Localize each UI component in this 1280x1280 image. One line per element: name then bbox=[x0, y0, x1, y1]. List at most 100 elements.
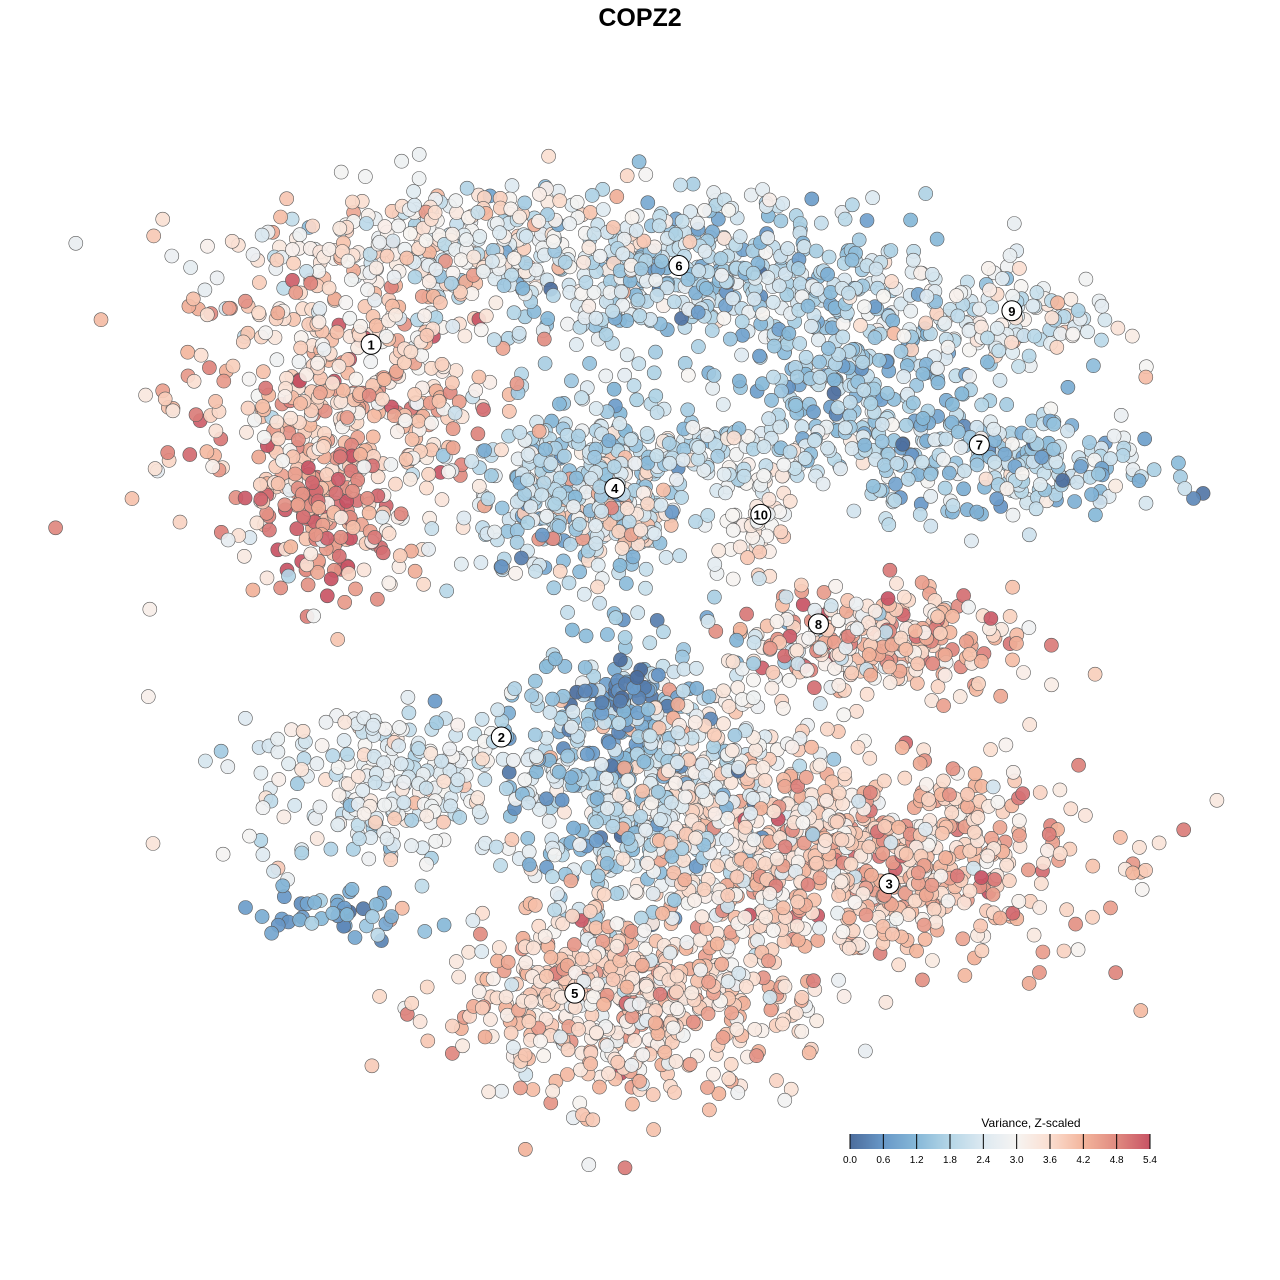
data-point bbox=[255, 399, 270, 414]
data-point bbox=[441, 464, 456, 480]
data-point bbox=[359, 216, 374, 231]
data-point bbox=[400, 689, 416, 705]
data-point bbox=[617, 630, 633, 645]
data-point bbox=[721, 202, 737, 218]
data-point bbox=[350, 769, 366, 784]
data-point bbox=[980, 848, 996, 864]
data-point bbox=[667, 1085, 682, 1100]
data-point bbox=[949, 868, 965, 884]
data-point bbox=[648, 344, 663, 360]
data-point bbox=[898, 417, 914, 433]
data-point bbox=[1044, 310, 1060, 326]
data-point bbox=[360, 282, 375, 298]
data-point bbox=[633, 522, 649, 538]
data-point bbox=[831, 972, 846, 988]
data-point bbox=[858, 907, 874, 923]
data-point bbox=[182, 447, 198, 462]
data-point bbox=[766, 369, 781, 385]
data-point bbox=[500, 954, 516, 970]
data-point bbox=[1040, 843, 1055, 858]
data-point bbox=[841, 940, 857, 956]
data-point bbox=[370, 591, 385, 607]
data-point bbox=[266, 863, 281, 879]
data-point bbox=[365, 429, 381, 445]
data-point bbox=[889, 911, 904, 927]
data-point bbox=[527, 727, 543, 743]
data-point bbox=[337, 594, 353, 610]
data-point bbox=[837, 766, 853, 782]
data-point bbox=[473, 322, 489, 338]
data-point bbox=[858, 1043, 873, 1059]
data-point bbox=[992, 910, 1008, 926]
data-point bbox=[490, 702, 506, 718]
data-point bbox=[633, 809, 648, 824]
data-point bbox=[936, 452, 951, 467]
data-point bbox=[254, 227, 270, 243]
data-point bbox=[1067, 494, 1082, 509]
data-point bbox=[520, 447, 536, 462]
data-point bbox=[581, 298, 597, 314]
data-point bbox=[198, 753, 213, 769]
data-point bbox=[722, 331, 738, 347]
data-point bbox=[706, 368, 722, 383]
data-point bbox=[763, 1002, 779, 1018]
data-point bbox=[910, 656, 926, 672]
data-point bbox=[718, 485, 733, 501]
data-point bbox=[914, 575, 930, 590]
data-point bbox=[536, 475, 552, 491]
data-point bbox=[560, 1042, 576, 1058]
data-point bbox=[496, 278, 512, 293]
data-point bbox=[994, 271, 1010, 286]
data-point bbox=[752, 348, 767, 364]
data-point bbox=[936, 773, 951, 789]
data-point bbox=[445, 440, 461, 456]
data-point bbox=[290, 776, 305, 792]
data-point bbox=[930, 375, 946, 391]
data-point bbox=[736, 468, 752, 484]
data-point bbox=[304, 475, 320, 491]
data-point bbox=[330, 471, 346, 487]
data-point bbox=[1012, 828, 1027, 843]
data-point bbox=[896, 369, 912, 385]
data-point bbox=[798, 770, 814, 785]
data-point bbox=[366, 408, 382, 424]
data-point bbox=[445, 1018, 460, 1034]
data-point bbox=[675, 452, 691, 468]
data-point bbox=[730, 1085, 746, 1100]
data-point bbox=[1085, 909, 1100, 925]
data-point bbox=[667, 892, 682, 908]
data-point bbox=[807, 433, 822, 448]
data-point bbox=[456, 510, 472, 526]
data-point bbox=[287, 466, 303, 482]
data-point bbox=[292, 912, 308, 928]
data-point bbox=[674, 213, 690, 229]
data-point bbox=[291, 354, 307, 370]
data-point bbox=[799, 662, 815, 678]
data-point bbox=[878, 994, 894, 1010]
data-point bbox=[367, 530, 383, 545]
data-point bbox=[569, 337, 584, 352]
data-point bbox=[777, 979, 793, 994]
data-point bbox=[650, 784, 666, 800]
data-point bbox=[1052, 782, 1068, 798]
data-point bbox=[358, 169, 373, 184]
data-point bbox=[1021, 862, 1036, 878]
data-point bbox=[690, 305, 706, 320]
data-point bbox=[165, 403, 181, 419]
data-point bbox=[831, 677, 847, 693]
data-point bbox=[685, 1014, 701, 1030]
data-point bbox=[670, 755, 685, 770]
data-point bbox=[798, 349, 814, 365]
data-point bbox=[782, 444, 798, 460]
data-point bbox=[716, 716, 731, 732]
data-point bbox=[755, 760, 771, 775]
data-point bbox=[394, 900, 410, 916]
data-point bbox=[224, 234, 240, 249]
data-point bbox=[577, 683, 593, 699]
data-point bbox=[372, 989, 387, 1004]
data-point bbox=[332, 449, 348, 465]
data-point bbox=[980, 354, 995, 370]
data-point bbox=[393, 506, 409, 522]
data-point bbox=[645, 886, 661, 901]
data-point bbox=[417, 308, 432, 324]
